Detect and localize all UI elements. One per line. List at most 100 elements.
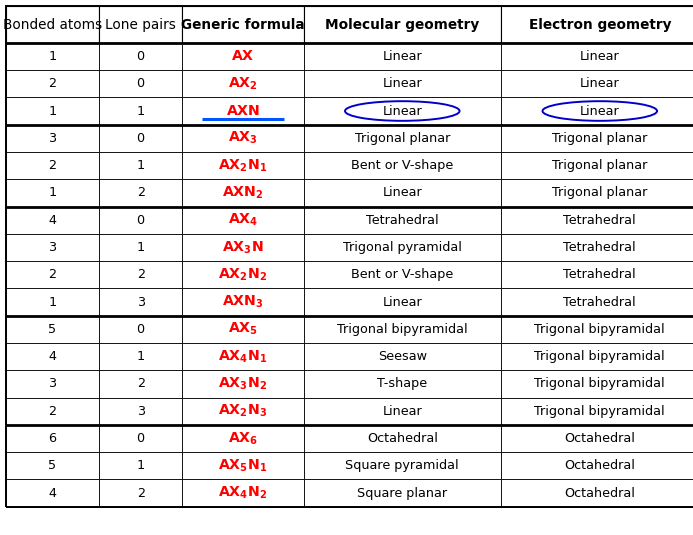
Text: 2: 2 (137, 268, 145, 281)
Bar (99, 452, 182, 479)
Text: Linear: Linear (383, 50, 422, 63)
Bar (99, 370, 182, 398)
Bar (304, 452, 501, 479)
Bar (501, 452, 693, 479)
Bar (304, 179, 501, 207)
Bar (501, 125, 693, 152)
Text: Trigonal bipyramidal: Trigonal bipyramidal (534, 323, 665, 336)
Text: 2: 2 (49, 77, 56, 90)
Text: 0: 0 (137, 213, 145, 227)
Bar (304, 152, 501, 179)
Bar (6, 70, 99, 97)
Text: Octahedral: Octahedral (564, 486, 635, 500)
Bar (6, 179, 99, 207)
Text: Tetrahedral: Tetrahedral (563, 213, 636, 227)
Text: 2: 2 (49, 159, 56, 172)
Bar (99, 479, 182, 507)
Bar (304, 370, 501, 398)
Text: Bent or V-shape: Bent or V-shape (351, 268, 453, 281)
Bar (501, 316, 693, 343)
Text: Octahedral: Octahedral (564, 459, 635, 472)
Bar (182, 179, 304, 207)
Bar (6, 452, 99, 479)
Text: Linear: Linear (383, 186, 422, 200)
Text: Trigonal bipyramidal: Trigonal bipyramidal (534, 404, 665, 418)
Text: $\mathbf{AX_3N_2}$: $\mathbf{AX_3N_2}$ (218, 376, 267, 392)
Bar (6, 125, 99, 152)
Text: Square planar: Square planar (357, 486, 448, 500)
Text: Linear: Linear (580, 104, 620, 118)
Bar (182, 288, 304, 316)
Bar (182, 43, 304, 70)
Bar (99, 179, 182, 207)
Text: $\mathbf{AX_2}$: $\mathbf{AX_2}$ (228, 75, 258, 92)
Text: Tetrahedral: Tetrahedral (563, 241, 636, 254)
Text: Octahedral: Octahedral (564, 432, 635, 445)
Bar (6, 152, 99, 179)
Text: Linear: Linear (383, 295, 422, 309)
Bar (501, 479, 693, 507)
Bar (182, 70, 304, 97)
Text: 1: 1 (49, 295, 56, 309)
Bar (501, 70, 693, 97)
Text: Octahedral: Octahedral (367, 432, 438, 445)
Bar (304, 207, 501, 234)
Text: $\mathbf{AX_4N_2}$: $\mathbf{AX_4N_2}$ (218, 485, 267, 501)
Text: Lone pairs: Lone pairs (105, 18, 176, 32)
Text: $\mathbf{AX_5N_1}$: $\mathbf{AX_5N_1}$ (218, 457, 267, 474)
Text: 0: 0 (137, 77, 145, 90)
Bar (6, 288, 99, 316)
Text: $\mathbf{AXN}$: $\mathbf{AXN}$ (226, 104, 260, 118)
Bar (182, 6, 304, 43)
Text: 1: 1 (137, 459, 145, 472)
Text: 1: 1 (49, 104, 56, 118)
Text: Bonded atoms: Bonded atoms (3, 18, 102, 32)
Text: $\mathbf{AX}$: $\mathbf{AX}$ (231, 49, 254, 64)
Bar (182, 425, 304, 452)
Bar (501, 370, 693, 398)
Text: 6: 6 (49, 432, 56, 445)
Text: 2: 2 (49, 268, 56, 281)
Bar (304, 261, 501, 288)
Bar (501, 207, 693, 234)
Text: 3: 3 (137, 404, 145, 418)
Text: $\mathbf{AXN_3}$: $\mathbf{AXN_3}$ (222, 294, 264, 310)
Bar (6, 343, 99, 370)
Text: Trigonal planar: Trigonal planar (355, 132, 450, 145)
Bar (304, 6, 501, 43)
Text: Linear: Linear (383, 104, 422, 118)
Text: 0: 0 (137, 50, 145, 63)
Text: 1: 1 (137, 241, 145, 254)
Bar (501, 97, 693, 125)
Text: 1: 1 (137, 159, 145, 172)
Bar (501, 288, 693, 316)
Bar (99, 288, 182, 316)
Text: $\mathbf{AX_4}$: $\mathbf{AX_4}$ (228, 212, 258, 228)
Bar (182, 125, 304, 152)
Text: 2: 2 (49, 404, 56, 418)
Bar (501, 152, 693, 179)
Text: $\mathbf{AX_5}$: $\mathbf{AX_5}$ (228, 321, 258, 338)
Text: 4: 4 (49, 350, 56, 363)
Bar (182, 452, 304, 479)
Bar (6, 425, 99, 452)
Text: Bent or V-shape: Bent or V-shape (351, 159, 453, 172)
Bar (99, 97, 182, 125)
Text: 3: 3 (49, 132, 56, 145)
Text: $\mathbf{AX_6}$: $\mathbf{AX_6}$ (228, 430, 258, 447)
Bar (304, 125, 501, 152)
Bar (304, 97, 501, 125)
Bar (304, 70, 501, 97)
Bar (99, 43, 182, 70)
Text: $\mathbf{AX_3}$: $\mathbf{AX_3}$ (228, 130, 258, 147)
Text: 4: 4 (49, 213, 56, 227)
Text: 1: 1 (49, 50, 56, 63)
Text: $\mathbf{AX_3N}$: $\mathbf{AX_3N}$ (222, 239, 264, 256)
Bar (182, 370, 304, 398)
Bar (501, 6, 693, 43)
Text: 0: 0 (137, 323, 145, 336)
Bar (304, 343, 501, 370)
Bar (501, 179, 693, 207)
Text: 2: 2 (137, 486, 145, 500)
Bar (304, 398, 501, 425)
